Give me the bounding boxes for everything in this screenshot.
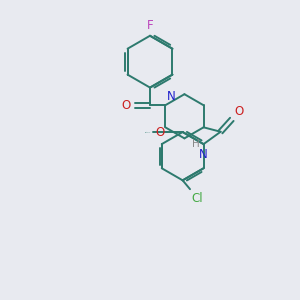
Text: O: O [156,125,165,139]
Text: N: N [199,148,208,160]
Text: H: H [192,139,200,148]
Text: O: O [122,99,131,112]
Text: N: N [167,90,176,103]
Text: O: O [234,105,243,118]
Text: F: F [147,19,153,32]
Text: Cl: Cl [191,191,203,205]
Text: methoxy: methoxy [145,131,151,133]
